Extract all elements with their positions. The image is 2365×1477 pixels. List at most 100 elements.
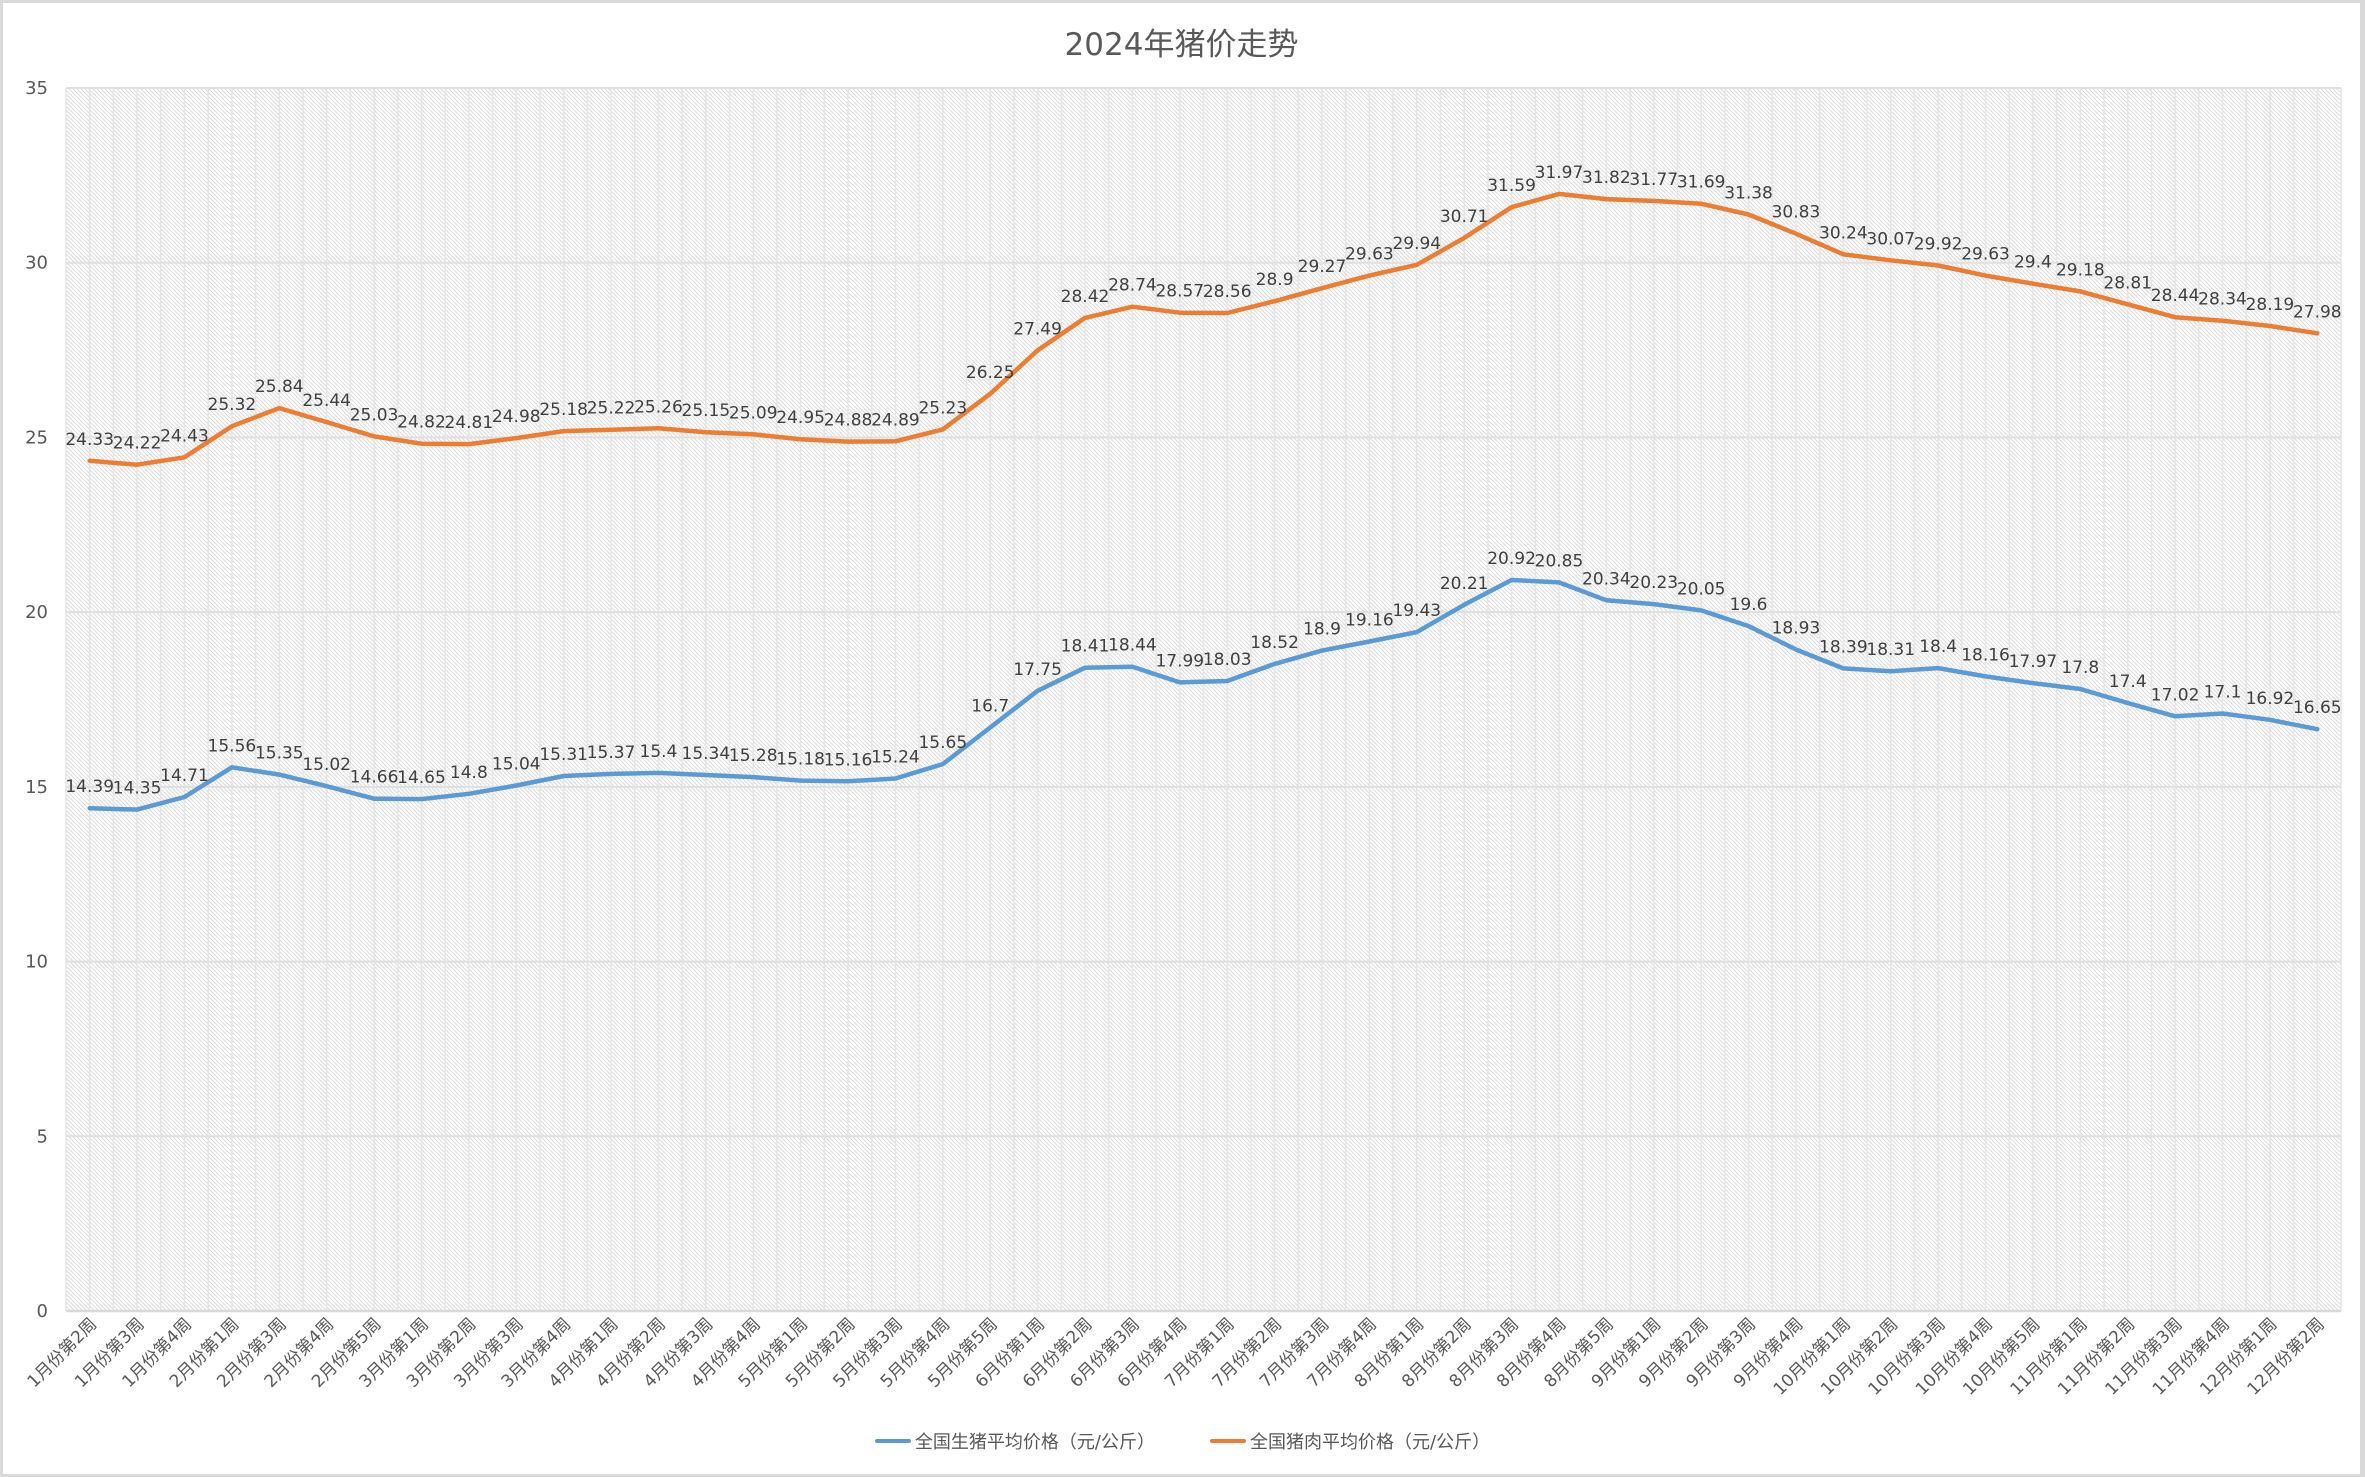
data-label: 31.82 bbox=[1582, 168, 1631, 188]
data-label: 17.02 bbox=[2151, 685, 2200, 705]
data-label: 19.16 bbox=[1345, 610, 1394, 630]
data-label: 30.71 bbox=[1440, 207, 1489, 227]
data-label: 29.63 bbox=[1345, 245, 1394, 265]
data-label: 27.98 bbox=[2293, 302, 2342, 322]
data-label: 15.35 bbox=[255, 744, 304, 764]
y-tick-label: 0 bbox=[37, 1301, 48, 1322]
y-tick-label: 5 bbox=[37, 1126, 48, 1147]
data-label: 28.81 bbox=[2103, 273, 2152, 293]
data-label: 24.43 bbox=[160, 426, 209, 446]
data-label: 31.38 bbox=[1724, 183, 1773, 203]
data-label: 29.18 bbox=[2056, 260, 2105, 280]
data-label: 18.44 bbox=[1108, 636, 1157, 656]
data-label: 24.88 bbox=[824, 411, 873, 431]
data-label: 31.59 bbox=[1487, 176, 1536, 196]
data-label: 15.65 bbox=[918, 733, 967, 753]
y-tick-label: 30 bbox=[25, 253, 48, 274]
data-label: 28.74 bbox=[1108, 276, 1157, 296]
data-label: 15.56 bbox=[208, 736, 257, 756]
data-label: 19.6 bbox=[1730, 595, 1768, 615]
data-label: 20.92 bbox=[1487, 549, 1536, 569]
data-label: 14.65 bbox=[397, 768, 446, 788]
data-label: 30.24 bbox=[1819, 223, 1868, 243]
data-label: 14.39 bbox=[65, 777, 114, 797]
chart-title: 2024年猪价走势 bbox=[1064, 27, 1299, 63]
data-label: 30.83 bbox=[1772, 203, 1821, 223]
data-label: 15.16 bbox=[824, 750, 873, 770]
data-label: 25.15 bbox=[682, 401, 731, 421]
data-label: 18.52 bbox=[1250, 633, 1299, 653]
data-label: 25.22 bbox=[587, 399, 636, 419]
data-label: 19.43 bbox=[1392, 601, 1441, 621]
data-label: 15.4 bbox=[640, 742, 678, 762]
data-label: 18.16 bbox=[1961, 645, 2010, 665]
data-label: 15.31 bbox=[539, 745, 588, 765]
data-label: 25.09 bbox=[729, 403, 778, 423]
data-label: 15.04 bbox=[492, 754, 541, 774]
y-tick-label: 35 bbox=[25, 78, 48, 99]
data-label: 25.26 bbox=[634, 397, 683, 417]
legend-swatch-blue bbox=[874, 1439, 911, 1443]
y-tick-label: 25 bbox=[25, 427, 48, 448]
data-label: 15.18 bbox=[776, 750, 825, 770]
data-label: 30.07 bbox=[1866, 229, 1915, 249]
data-label: 25.03 bbox=[350, 405, 399, 425]
data-label: 14.35 bbox=[113, 779, 162, 799]
x-axis: 1月份第2周1月份第3周1月份第4周2月份第1周2月份第3周2月份第4周2月份第… bbox=[24, 1314, 2329, 1399]
data-label: 16.92 bbox=[2246, 689, 2295, 709]
data-label: 18.4 bbox=[1919, 637, 1957, 657]
data-label: 14.8 bbox=[450, 763, 488, 783]
data-label: 16.7 bbox=[971, 696, 1009, 716]
data-label: 20.05 bbox=[1677, 579, 1726, 599]
pork-price-line bbox=[87, 191, 2320, 467]
data-label: 25.32 bbox=[208, 395, 257, 415]
data-label: 20.23 bbox=[1629, 573, 1678, 593]
data-label: 17.8 bbox=[2061, 658, 2099, 678]
legend-label: 全国生猪平均价格（元/公斤） bbox=[914, 1432, 1155, 1453]
data-label: 18.41 bbox=[1061, 637, 1110, 657]
data-label: 24.81 bbox=[445, 413, 494, 433]
data-label: 18.93 bbox=[1772, 619, 1821, 639]
data-label: 29.4 bbox=[2014, 253, 2052, 273]
gridlines bbox=[65, 87, 2342, 1313]
data-label: 18.03 bbox=[1203, 650, 1252, 670]
legend-swatch-orange bbox=[1210, 1439, 1246, 1443]
data-label: 31.97 bbox=[1535, 163, 1584, 183]
data-label: 28.34 bbox=[2198, 290, 2247, 310]
y-tick-label: 15 bbox=[25, 777, 48, 798]
data-label: 17.1 bbox=[2204, 682, 2242, 702]
legend-label: 全国猪肉平均价格（元/公斤） bbox=[1250, 1432, 1491, 1453]
data-label: 28.57 bbox=[1155, 282, 1204, 302]
y-axis: 0 5 10 15 20 25 30 35 bbox=[25, 78, 48, 1322]
data-label: 25.23 bbox=[918, 398, 967, 418]
data-label: 24.95 bbox=[776, 408, 825, 428]
data-label: 24.89 bbox=[871, 410, 920, 430]
data-label: 14.71 bbox=[160, 766, 209, 786]
legend-item-pork[interactable]: 全国猪肉平均价格（元/公斤） bbox=[1210, 1428, 1490, 1454]
data-label: 16.65 bbox=[2293, 698, 2342, 718]
data-label: 29.27 bbox=[1298, 257, 1347, 277]
data-label: 15.37 bbox=[587, 743, 636, 763]
live-pig-price-line bbox=[87, 577, 2320, 812]
data-label: 25.44 bbox=[302, 391, 351, 411]
legend-item-live-pig[interactable]: 全国生猪平均价格（元/公斤） bbox=[874, 1428, 1155, 1454]
data-label: 28.42 bbox=[1061, 287, 1110, 307]
data-label: 20.34 bbox=[1582, 569, 1631, 589]
data-label: 26.25 bbox=[966, 363, 1015, 383]
y-tick-label: 20 bbox=[25, 602, 48, 623]
y-tick-label: 10 bbox=[25, 952, 48, 973]
data-label: 31.69 bbox=[1677, 173, 1726, 193]
data-label: 29.94 bbox=[1392, 234, 1441, 254]
data-label: 15.28 bbox=[729, 746, 778, 766]
data-label: 17.97 bbox=[2009, 652, 2058, 672]
data-label: 31.77 bbox=[1629, 170, 1678, 190]
data-label: 17.99 bbox=[1155, 651, 1204, 671]
data-label: 28.44 bbox=[2151, 286, 2200, 306]
data-label: 18.9 bbox=[1303, 620, 1341, 640]
data-label: 29.92 bbox=[1914, 235, 1963, 255]
data-label: 28.19 bbox=[2246, 295, 2295, 315]
data-label: 17.75 bbox=[1013, 660, 1062, 680]
data-label: 15.34 bbox=[682, 744, 731, 764]
